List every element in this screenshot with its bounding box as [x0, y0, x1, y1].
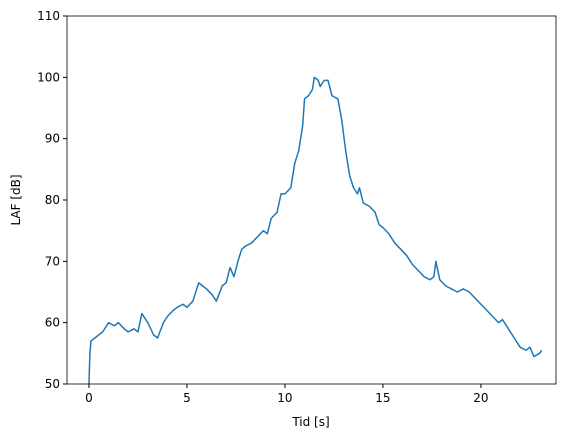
plot-frame — [66, 15, 557, 385]
y-tick-label: 110 — [37, 9, 60, 23]
x-tick-label: 5 — [183, 391, 191, 405]
y-tick-label: 100 — [37, 70, 60, 84]
x-axis-label: Tid [s] — [291, 415, 329, 429]
x-tick-label: 20 — [473, 391, 488, 405]
x-tick-label: 15 — [375, 391, 390, 405]
data-line — [88, 76, 543, 385]
y-tick-label: 50 — [45, 377, 60, 391]
y-tick-label: 60 — [45, 316, 60, 330]
y-tick-label: 70 — [45, 254, 60, 268]
y-tick-label: 80 — [45, 193, 60, 207]
y-axis-label: LAF [dB] — [9, 174, 23, 225]
x-tick-label: 0 — [85, 391, 93, 405]
x-tick-label: 10 — [277, 391, 292, 405]
y-tick-label: 90 — [45, 132, 60, 146]
